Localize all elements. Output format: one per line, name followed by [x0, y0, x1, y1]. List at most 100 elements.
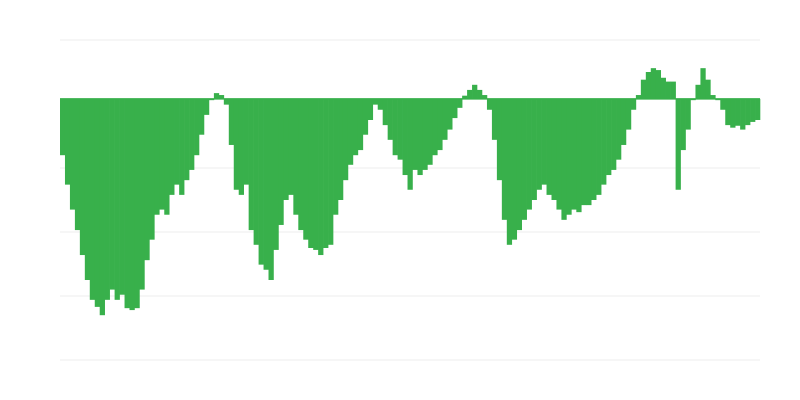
bars — [60, 68, 761, 316]
bar — [199, 98, 205, 135]
bar — [611, 98, 617, 170]
bar — [268, 98, 274, 280]
bar — [253, 98, 259, 245]
bar — [625, 98, 632, 130]
bar — [144, 98, 150, 261]
bar — [273, 98, 279, 250]
bar — [695, 84, 701, 99]
bar — [511, 98, 518, 240]
bar — [620, 98, 627, 145]
bar — [159, 98, 165, 210]
bar — [357, 98, 364, 151]
bar — [616, 98, 622, 160]
bar — [238, 98, 244, 195]
bar — [586, 98, 592, 206]
bar — [313, 98, 319, 250]
bar — [149, 98, 155, 240]
bar — [496, 98, 503, 181]
bar — [660, 77, 666, 99]
bar — [94, 98, 101, 307]
bar — [74, 98, 81, 231]
bar — [645, 72, 652, 99]
bar — [109, 98, 115, 290]
bar — [60, 98, 66, 156]
bar — [263, 98, 269, 270]
bar — [531, 98, 537, 200]
bar — [576, 98, 582, 213]
bar — [680, 98, 686, 151]
bar — [338, 98, 344, 200]
bar — [84, 98, 91, 280]
bar — [352, 98, 359, 156]
bar — [213, 93, 220, 99]
bar — [581, 98, 587, 206]
bar — [675, 98, 681, 190]
bar — [119, 98, 125, 295]
bar — [308, 98, 314, 248]
bar — [164, 98, 170, 215]
bar — [89, 98, 96, 300]
bar — [670, 81, 676, 99]
bar — [700, 68, 706, 99]
bar — [139, 98, 145, 290]
bar — [407, 98, 413, 190]
bar — [129, 98, 135, 311]
bar — [437, 98, 443, 151]
bar — [243, 98, 249, 185]
bar — [154, 98, 160, 215]
bar — [372, 98, 379, 105]
bar — [422, 98, 428, 170]
bar — [655, 70, 662, 99]
bar — [536, 98, 542, 190]
bar — [457, 98, 463, 108]
bar — [387, 98, 393, 140]
bar — [606, 98, 612, 176]
bar — [64, 98, 71, 185]
bar — [472, 84, 478, 99]
bar — [169, 98, 175, 195]
bar — [556, 98, 562, 210]
bar — [750, 98, 756, 122]
bar — [551, 98, 557, 200]
bar — [561, 98, 567, 220]
bar — [477, 89, 483, 99]
bar — [720, 98, 726, 110]
bar — [685, 98, 691, 130]
bar — [491, 98, 498, 140]
bar — [541, 98, 547, 185]
bar — [258, 98, 264, 265]
bar — [740, 98, 746, 130]
bar — [402, 98, 408, 176]
bar — [745, 98, 751, 126]
bar — [283, 98, 289, 200]
bar — [462, 95, 468, 99]
bar — [362, 98, 369, 135]
bar — [546, 98, 552, 195]
bar — [447, 98, 453, 130]
bar — [665, 81, 671, 99]
bar — [417, 98, 423, 176]
bar — [189, 98, 195, 170]
bar — [79, 98, 86, 256]
bar — [288, 98, 294, 195]
bar — [735, 98, 741, 126]
bar — [467, 89, 473, 99]
bar — [184, 98, 190, 181]
bar — [566, 98, 572, 215]
bar — [591, 98, 597, 200]
bar — [293, 98, 299, 215]
bar — [328, 98, 334, 245]
bar — [427, 98, 433, 165]
bar — [333, 98, 339, 215]
bar — [367, 98, 374, 120]
bar — [705, 79, 711, 99]
bar — [481, 95, 488, 99]
bar — [69, 98, 76, 210]
bar — [432, 98, 438, 156]
bar — [248, 98, 254, 231]
bar — [640, 79, 647, 99]
bar — [442, 98, 448, 140]
bar — [99, 98, 105, 316]
bar — [323, 98, 329, 248]
